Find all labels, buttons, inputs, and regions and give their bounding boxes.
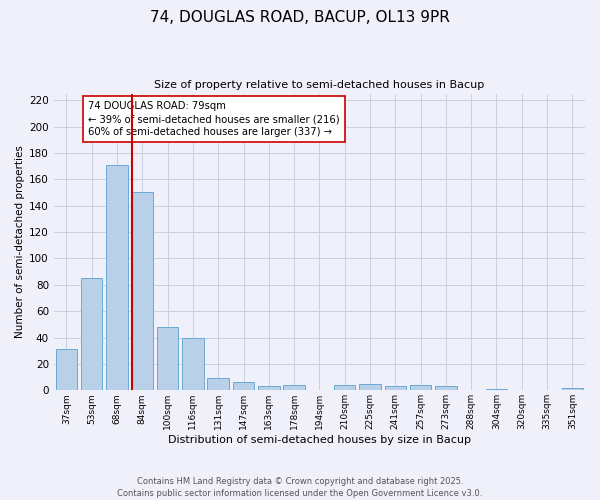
Bar	[182, 338, 203, 390]
Bar	[81, 278, 103, 390]
Bar	[106, 165, 128, 390]
Bar	[435, 386, 457, 390]
Bar	[359, 384, 381, 390]
Bar	[283, 385, 305, 390]
X-axis label: Distribution of semi-detached houses by size in Bacup: Distribution of semi-detached houses by …	[168, 435, 471, 445]
Text: 74, DOUGLAS ROAD, BACUP, OL13 9PR: 74, DOUGLAS ROAD, BACUP, OL13 9PR	[150, 10, 450, 25]
Bar	[208, 378, 229, 390]
Bar	[410, 385, 431, 390]
Bar	[157, 327, 178, 390]
Bar	[385, 386, 406, 390]
Bar	[56, 350, 77, 391]
Bar	[258, 386, 280, 390]
Bar	[334, 385, 355, 390]
Bar	[562, 388, 583, 390]
Title: Size of property relative to semi-detached houses in Bacup: Size of property relative to semi-detach…	[154, 80, 485, 90]
Text: Contains HM Land Registry data © Crown copyright and database right 2025.
Contai: Contains HM Land Registry data © Crown c…	[118, 476, 482, 498]
Bar	[233, 382, 254, 390]
Y-axis label: Number of semi-detached properties: Number of semi-detached properties	[15, 146, 25, 338]
Bar	[131, 192, 153, 390]
Bar	[486, 389, 507, 390]
Text: 74 DOUGLAS ROAD: 79sqm
← 39% of semi-detached houses are smaller (216)
60% of se: 74 DOUGLAS ROAD: 79sqm ← 39% of semi-det…	[88, 101, 340, 138]
